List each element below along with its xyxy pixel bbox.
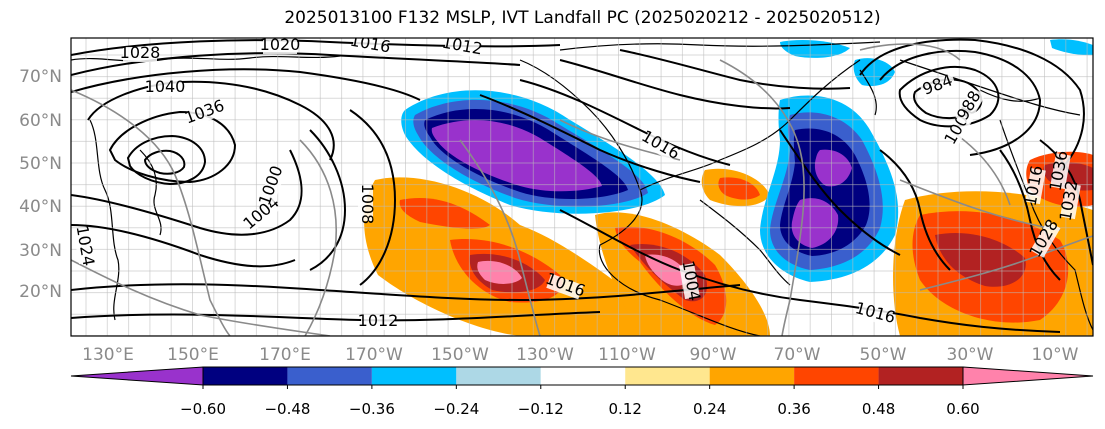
- colorbar-tick-label: −0.24: [433, 400, 479, 418]
- colorbar-tick-label: 0.36: [777, 400, 810, 418]
- colorbar-segment: [625, 367, 710, 385]
- colorbar-tick-label: −0.12: [518, 400, 564, 418]
- isobar-label: 1008: [358, 184, 377, 225]
- colorbar-segment: [287, 367, 372, 385]
- latitude-label: 70°N: [19, 67, 62, 87]
- isobar-label: 1020: [260, 35, 301, 54]
- ivt-negative-shading: [401, 39, 1093, 282]
- longitude-label: 130°W: [516, 345, 574, 365]
- longitude-label: 90°W: [690, 345, 737, 365]
- latitude-labels: 70°N 60°N 50°N 40°N 30°N 20°N: [19, 67, 62, 302]
- colorbar-segment: [794, 367, 879, 385]
- colorbar-segment: [709, 367, 795, 385]
- colorbar-segment: [203, 367, 288, 385]
- isobar-label: 1012: [358, 311, 399, 330]
- isobar-label: 1040: [145, 77, 186, 96]
- longitude-label: 170°E: [259, 345, 311, 365]
- longitude-label: 50°W: [860, 345, 907, 365]
- colorbar-segment: [878, 367, 963, 385]
- colorbar-segment: [371, 367, 457, 385]
- colorbar-segment: [456, 367, 541, 385]
- colorbar-extend-high: [962, 366, 1094, 386]
- longitude-label: 170°W: [345, 345, 403, 365]
- longitude-labels: 130°E 150°E 170°E 170°W 150°W 130°W 110°W 90°W 7…: [82, 345, 1079, 365]
- colorbar-tick-label: −0.60: [180, 400, 226, 418]
- longitude-label: 70°W: [774, 345, 821, 365]
- colorbar: −0.60 −0.48 −0.36 −0.24 −0.12 0.12 0.24 0.36 0.4…: [70, 366, 1094, 418]
- colorbar-segment: [540, 367, 626, 385]
- longitude-label: 130°E: [82, 345, 134, 365]
- map-title: 2025013100 F132 MSLP, IVT Landfall PC (2…: [284, 8, 881, 28]
- colorbar-tick-label: 0.24: [693, 400, 726, 418]
- latitude-label: 30°N: [19, 241, 62, 261]
- colorbar-tick-label: −0.48: [264, 400, 310, 418]
- isobar-label: 1028: [120, 43, 161, 62]
- longitude-label: 150°E: [167, 345, 219, 365]
- latitude-label: 60°N: [19, 111, 62, 131]
- map-frame: [70, 37, 1094, 337]
- colorbar-tick-label: 0.48: [862, 400, 895, 418]
- colorbar-tick-label: 0.12: [609, 400, 642, 418]
- map-panel: 1028 1020 1016 1012104010361024101610041000…: [71, 35, 1093, 336]
- latitude-label: 20°N: [19, 282, 62, 302]
- coastlines: [71, 41, 1093, 336]
- latitude-label: 40°N: [19, 197, 62, 217]
- colorbar-tick-label: 0.60: [946, 400, 979, 418]
- latitude-label: 50°N: [19, 154, 62, 174]
- colorbar-extend-low: [70, 366, 204, 386]
- longitude-label: 110°W: [598, 345, 656, 365]
- longitude-label: 10°W: [1032, 345, 1079, 365]
- longitude-label: 150°W: [431, 345, 489, 365]
- longitude-label: 30°W: [947, 345, 994, 365]
- colorbar-tick-label: −0.36: [349, 400, 395, 418]
